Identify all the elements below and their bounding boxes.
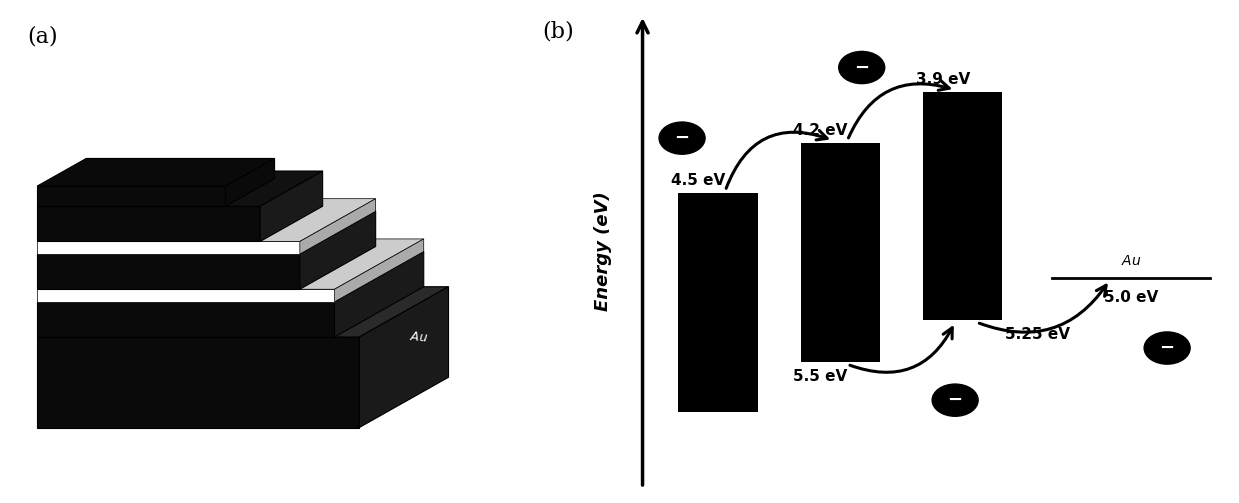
Polygon shape — [37, 158, 275, 186]
Polygon shape — [335, 252, 424, 337]
Text: 4.5 eV: 4.5 eV — [672, 174, 726, 189]
Bar — [679, 194, 757, 412]
Text: −: − — [674, 129, 690, 147]
Polygon shape — [37, 239, 424, 289]
Polygon shape — [300, 199, 375, 254]
Bar — [800, 143, 880, 362]
Polygon shape — [359, 287, 449, 428]
Text: −: − — [948, 391, 963, 409]
Polygon shape — [37, 206, 260, 241]
Text: −: − — [1160, 339, 1175, 357]
Polygon shape — [335, 239, 424, 302]
Polygon shape — [37, 252, 424, 302]
Text: 5.5 eV: 5.5 eV — [793, 369, 847, 384]
Circle shape — [1144, 332, 1191, 364]
Polygon shape — [37, 337, 359, 428]
Text: $Au$: $Au$ — [409, 330, 429, 345]
Polygon shape — [37, 289, 335, 302]
Text: 4.2 eV: 4.2 eV — [793, 123, 847, 138]
Circle shape — [659, 122, 705, 154]
Polygon shape — [37, 211, 375, 254]
Polygon shape — [260, 171, 322, 241]
Polygon shape — [300, 211, 375, 289]
Text: 5.0 eV: 5.0 eV — [1104, 290, 1158, 305]
Text: 5.25 eV: 5.25 eV — [1005, 327, 1070, 342]
Text: Energy (eV): Energy (eV) — [593, 192, 612, 311]
Circle shape — [839, 51, 885, 83]
Text: (a): (a) — [27, 25, 58, 47]
Circle shape — [932, 384, 978, 416]
Polygon shape — [37, 241, 300, 254]
Polygon shape — [37, 199, 375, 241]
Polygon shape — [37, 254, 300, 289]
Polygon shape — [37, 302, 335, 337]
Text: $Au$: $Au$ — [1121, 254, 1141, 268]
Polygon shape — [37, 287, 449, 337]
Text: 3.9 eV: 3.9 eV — [916, 72, 970, 88]
Bar — [923, 93, 1002, 320]
Text: −: − — [854, 58, 870, 76]
Polygon shape — [37, 186, 225, 206]
Polygon shape — [37, 171, 322, 206]
Text: (b): (b) — [541, 20, 574, 42]
Polygon shape — [225, 158, 275, 206]
